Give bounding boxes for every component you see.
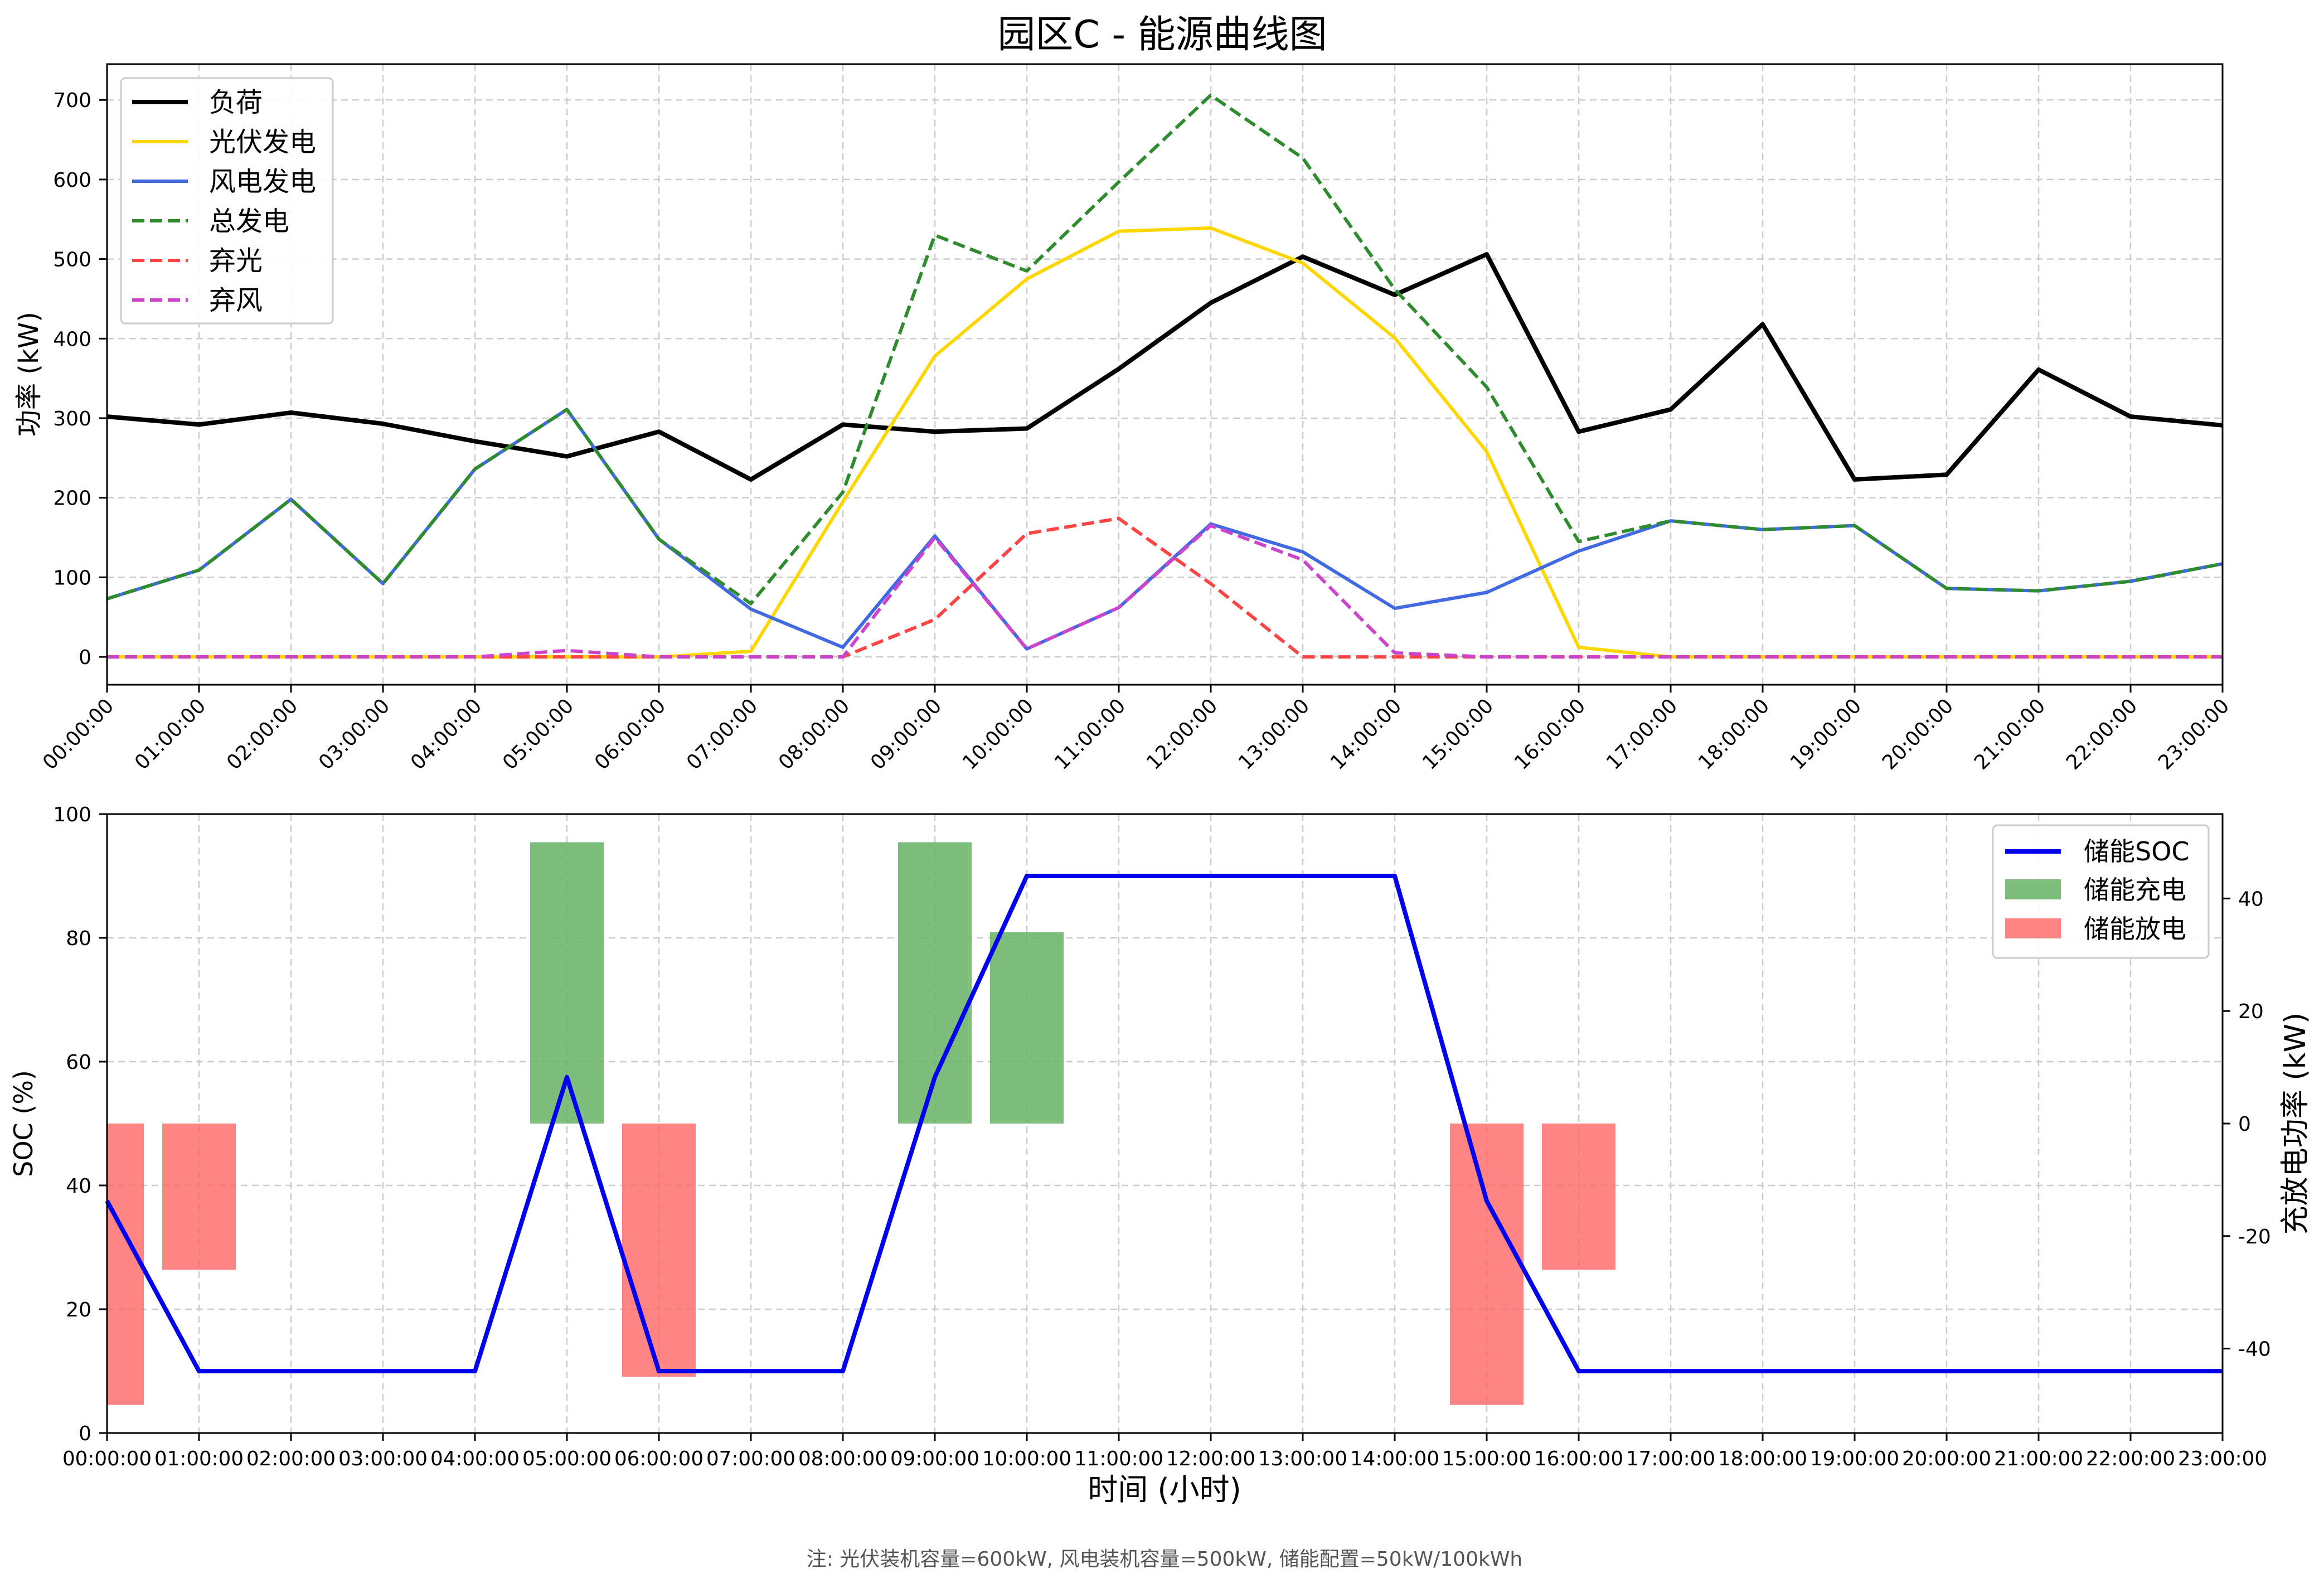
figure-title: 园区C - 能源曲线图 xyxy=(997,13,1327,57)
bottom-x-ticks: 00:00:00 01:00:00 02:00:00 03:00:00 04:00:00… xyxy=(62,1433,2267,1470)
bottom-x-tick-label: 23:00:00 xyxy=(2178,1448,2267,1470)
bottom-x-tick-label: 10:00:00 xyxy=(982,1448,1071,1470)
bottom-x-tick-label: 05:00:00 xyxy=(522,1448,612,1470)
bottom-x-tick-label: 17:00:00 xyxy=(1626,1448,1715,1470)
legend-label-4: 弃光 xyxy=(209,245,263,277)
top-y-tick-label: 500 xyxy=(53,249,91,272)
bottom-x-tick-label: 21:00:00 xyxy=(1994,1448,2083,1470)
legend-swatch-discharge xyxy=(2005,918,2061,938)
top-y-tick-label: 400 xyxy=(53,328,91,351)
top-y-tick-label: 600 xyxy=(53,169,91,192)
legend-label-soc: 储能SOC xyxy=(2084,836,2190,866)
bottom-x-tick-label: 15:00:00 xyxy=(1442,1448,1531,1470)
bottom-y-tick-label: 0 xyxy=(79,1422,91,1445)
top-y-axis-label: 功率 (kW) xyxy=(13,312,45,437)
series-line-3 xyxy=(106,93,2223,606)
charge-bar xyxy=(990,932,1064,1124)
top-y-tick-label: 100 xyxy=(53,567,91,589)
bottom-x-tick-label: 18:00:00 xyxy=(1718,1448,1807,1470)
bottom-x-tick-label: 13:00:00 xyxy=(1258,1448,1347,1470)
bottom-right-y-axis-label: 充放电功率 (kW) xyxy=(2279,1013,2312,1235)
bottom-x-tick-label: 14:00:00 xyxy=(1350,1448,1439,1470)
top-plot-frame xyxy=(106,63,2224,686)
legend-label-3: 总发电 xyxy=(209,206,289,237)
bottom-x-tick-label: 03:00:00 xyxy=(338,1448,428,1470)
bottom-y-tick-label: 20 xyxy=(66,1299,91,1321)
legend-label-0: 负荷 xyxy=(209,87,263,118)
top-y-ticks: 0 100 200 300 400 500 600 700 xyxy=(53,89,107,669)
bottom-x-tick-label: 04:00:00 xyxy=(430,1448,520,1470)
legend-label-5: 弃风 xyxy=(209,285,263,316)
bottom-x-tick-label: 08:00:00 xyxy=(798,1448,887,1470)
series-line-0 xyxy=(106,252,2223,482)
bottom-y-ticks: 0 20 40 60 80 100 xyxy=(53,803,107,1445)
legend-label-discharge: 储能放电 xyxy=(2084,914,2186,944)
bottom-soc-group xyxy=(105,874,2223,1373)
bottom-x-tick-label: 06:00:00 xyxy=(614,1448,703,1470)
top-series-group xyxy=(106,93,2223,659)
discharge-bar xyxy=(107,1124,144,1405)
discharge-bar xyxy=(622,1124,696,1377)
discharge-bar xyxy=(162,1124,236,1270)
bottom-x-tick-label: 01:00:00 xyxy=(154,1448,244,1470)
bottom-right-y-tick-label: 0 xyxy=(2238,1113,2251,1136)
bottom-right-y-tick-label: 40 xyxy=(2238,888,2264,911)
series-line-4 xyxy=(107,516,2223,659)
bottom-right-y-tick-label: 20 xyxy=(2238,1000,2264,1023)
bottom-x-axis-label: 时间 (小时) xyxy=(1088,1472,1241,1507)
bottom-x-tick-label: 22:00:00 xyxy=(2086,1448,2175,1470)
legend-swatch-charge xyxy=(2005,879,2061,899)
bottom-x-tick-label: 19:00:00 xyxy=(1810,1448,1899,1470)
legend-label-1: 光伏发电 xyxy=(209,127,316,158)
bottom-bars-group xyxy=(107,842,1615,1405)
bottom-y-axis-label: SOC (%) xyxy=(8,1070,38,1177)
bottom-x-tick-label: 16:00:00 xyxy=(1534,1448,1623,1470)
bottom-right-y-tick-label: -20 xyxy=(2238,1226,2271,1248)
legend-label-2: 风电发电 xyxy=(209,166,316,197)
bottom-y-tick-label: 40 xyxy=(66,1175,91,1198)
bottom-y-tick-label: 80 xyxy=(66,927,91,950)
top-y-tick-label: 200 xyxy=(53,487,91,510)
discharge-bar xyxy=(1450,1124,1524,1405)
series-line-1 xyxy=(107,226,2223,659)
bottom-x-tick-label: 12:00:00 xyxy=(1166,1448,1255,1470)
soc-line xyxy=(105,874,2223,1373)
bottom-x-tick-label: 20:00:00 xyxy=(1902,1448,1991,1470)
bottom-right-y-ticks: -40 -20 0 20 40 xyxy=(2223,888,2271,1361)
top-y-tick-label: 0 xyxy=(79,646,91,669)
bottom-x-tick-label: 09:00:00 xyxy=(890,1448,979,1470)
top-y-tick-label: 700 xyxy=(53,89,91,112)
figure-footnote: 注: 光伏装机容量=600kW, 风电装机容量=500kW, 储能配置=50kW… xyxy=(807,1548,1523,1571)
bottom-x-tick-label: 02:00:00 xyxy=(246,1448,336,1470)
top-y-tick-label: 300 xyxy=(53,408,91,430)
bottom-y-tick-label: 100 xyxy=(53,803,91,826)
discharge-bar xyxy=(1542,1124,1615,1270)
bottom-x-tick-label: 07:00:00 xyxy=(706,1448,795,1470)
bottom-y-tick-label: 60 xyxy=(66,1051,91,1074)
bottom-x-tick-label: 00:00:00 xyxy=(62,1448,152,1470)
bottom-x-tick-label: 11:00:00 xyxy=(1074,1448,1163,1470)
legend-label-charge: 储能充电 xyxy=(2084,875,2186,905)
bottom-right-y-tick-label: -40 xyxy=(2238,1338,2271,1361)
